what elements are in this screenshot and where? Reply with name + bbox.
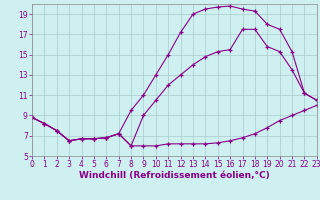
X-axis label: Windchill (Refroidissement éolien,°C): Windchill (Refroidissement éolien,°C) (79, 171, 270, 180)
